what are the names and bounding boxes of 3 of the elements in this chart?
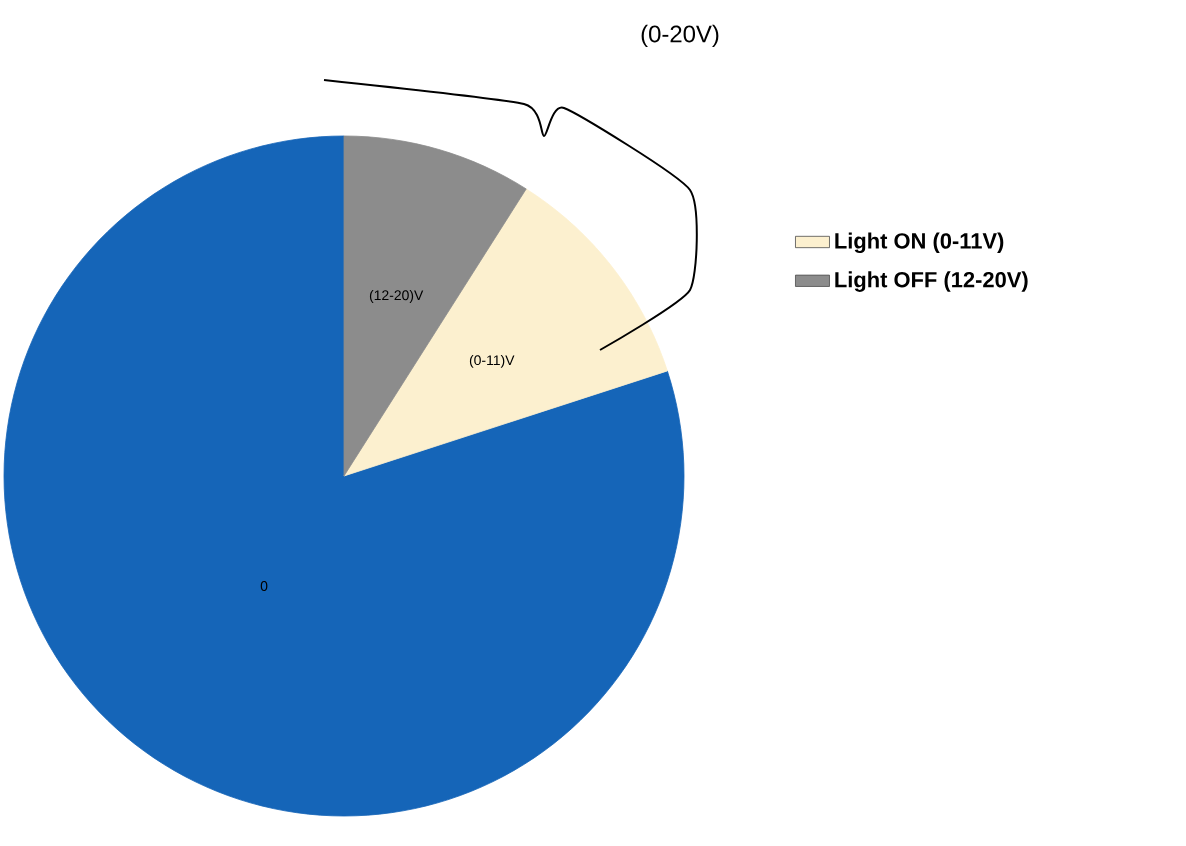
legend-label: Light OFF (12-20V) bbox=[835, 271, 1028, 292]
legend-label: Light ON (0-11V) bbox=[835, 232, 1004, 254]
text: (0-20V) bbox=[641, 24, 719, 48]
